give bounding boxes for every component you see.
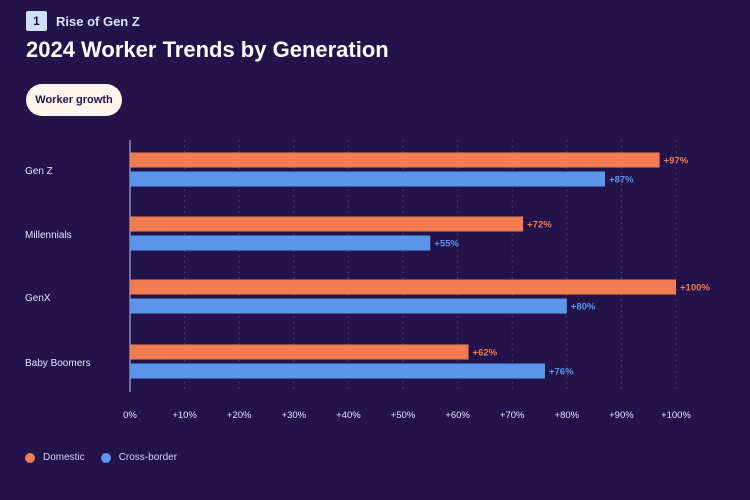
cross-border-bar xyxy=(130,298,567,314)
domestic-legend-dot xyxy=(25,452,35,463)
y-category-label: Gen Z xyxy=(25,166,53,177)
domestic-bar xyxy=(130,279,676,295)
cross-border-bar xyxy=(130,171,606,187)
x-tick-label: +40% xyxy=(336,410,361,421)
x-tick-label: 0% xyxy=(123,410,137,421)
x-tick-label: +70% xyxy=(500,410,525,421)
chart-legend: Domestic Cross-border xyxy=(25,452,177,463)
cross-border-value-label: +80% xyxy=(571,302,596,313)
cross-border-legend-dot xyxy=(100,452,111,463)
x-tick-label: +20% xyxy=(227,410,252,421)
domestic-value-label: +62% xyxy=(473,348,498,359)
cross-border-bar xyxy=(130,363,545,379)
cross-border-value-label: +87% xyxy=(609,175,634,186)
domestic-bar xyxy=(130,152,660,168)
section-heading: 1 Rise of Gen Z xyxy=(26,9,140,33)
domestic-value-label: +72% xyxy=(527,220,552,231)
x-tick-label: +80% xyxy=(555,410,580,421)
legend-label-domestic: Domestic xyxy=(43,452,85,463)
x-tick-label: +50% xyxy=(391,410,416,421)
page-title: 2024 Worker Trends by Generation xyxy=(26,37,389,62)
y-category-label: Millennials xyxy=(25,230,72,241)
cross-border-value-label: +55% xyxy=(434,239,459,250)
x-tick-label: +10% xyxy=(172,410,197,421)
legend-item-cross-border: Cross-border xyxy=(100,452,178,463)
y-category-label: GenX xyxy=(25,293,51,304)
x-tick-label: +90% xyxy=(609,410,634,421)
cross-border-bar xyxy=(130,235,431,251)
legend-item-domestic: Domestic xyxy=(25,452,85,463)
section-title: Rise of Gen Z xyxy=(56,13,140,29)
worker-growth-tab[interactable]: Worker growth xyxy=(26,84,122,116)
section-number-badge: 1 xyxy=(26,11,47,31)
header: 1 Rise of Gen Z 2024 Worker Trends by Ge… xyxy=(26,9,726,119)
y-category-label: Baby Boomers xyxy=(25,358,91,369)
domestic-bar xyxy=(130,216,524,232)
x-tick-label: +60% xyxy=(445,410,470,421)
domestic-value-label: +97% xyxy=(664,156,689,167)
x-tick-label: +30% xyxy=(282,410,307,421)
legend-label-cross-border: Cross-border xyxy=(118,452,178,463)
domestic-value-label: +100% xyxy=(680,283,710,294)
domestic-bar xyxy=(130,344,469,360)
x-tick-label: +100% xyxy=(661,410,691,421)
cross-border-value-label: +76% xyxy=(549,367,574,378)
